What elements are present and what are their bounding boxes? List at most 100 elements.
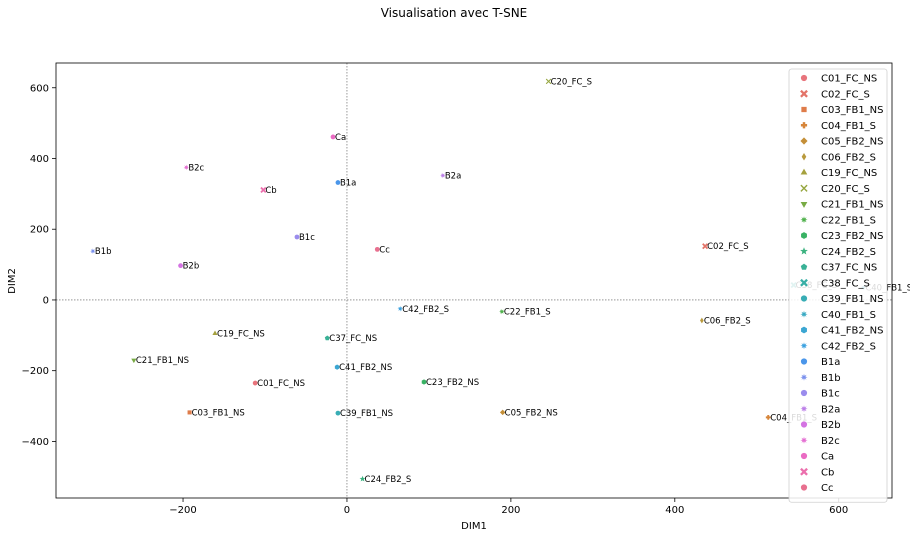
x-tick-label: −200	[169, 505, 196, 516]
legend-marker-c03-fb1-ns	[801, 106, 807, 113]
point-c41-fb2-ns	[334, 364, 340, 370]
point-label-b2b: B2b	[183, 262, 200, 272]
point-b2b	[178, 263, 183, 269]
point-c20-fc-s	[545, 78, 552, 85]
point-label-c02-fc-s: C02_FC_S	[707, 242, 748, 252]
point-label-c23-fb2-ns: C23_FB2_NS	[426, 378, 479, 388]
point-label-b2a: B2a	[445, 171, 461, 181]
legend-marker-c38-fc-s	[800, 278, 808, 287]
point-c23-fb2-ns	[421, 379, 427, 385]
legend-marker-b1a	[800, 358, 808, 365]
legend-label: C23_FB2_NS	[821, 231, 884, 242]
y-tick-label: 600	[30, 83, 49, 94]
legend-label: Cb	[821, 467, 834, 478]
point-c19-fc-ns	[212, 330, 218, 336]
point-c01-fc-ns	[252, 380, 258, 386]
legend-entry: C05_FB2_NS	[800, 137, 884, 148]
legend-marker-b1c	[800, 389, 808, 397]
legend-entry: C20_FC_S	[800, 184, 870, 195]
legend-entry: C42_FB2_S	[800, 341, 876, 352]
x-axis-ticks: −200 0 200 400 600	[169, 498, 848, 516]
point-label-cc: Cc	[379, 245, 390, 255]
y-tick-label: −200	[22, 366, 49, 377]
legend-label: C22_FB1_S	[821, 215, 876, 226]
x-tick-label: 200	[501, 505, 520, 516]
point-c22-fb1-s	[499, 308, 505, 315]
legend-entry: C04_FB1_S	[800, 121, 876, 132]
point-label-b1c: B1c	[299, 233, 315, 243]
point-label-cb: Cb	[265, 186, 276, 196]
legend-entry: C19_FC_NS	[800, 168, 877, 179]
legend-label: C01_FC_NS	[821, 74, 877, 85]
legend-entry: B2c	[800, 436, 840, 447]
point-label-c39-fb1-ns: C39_FB1_NS	[340, 409, 393, 419]
legend-marker-c42-fb2-s	[800, 342, 808, 350]
legend-marker-cc	[800, 484, 808, 491]
point-label-c01-fc-ns: C01_FC_NS	[257, 379, 305, 389]
data-points	[90, 78, 867, 482]
legend-label: C39_FB1_NS	[821, 294, 884, 305]
legend-marker-b2a	[800, 405, 808, 413]
legend-marker-c05-fb2-ns	[800, 137, 808, 145]
point-b2a	[440, 172, 446, 179]
legend-entry: C24_FB2_S	[800, 247, 876, 258]
legend-entry: C21_FB1_NS	[800, 200, 884, 211]
point-label-c42-fb2-s: C42_FB2_S	[402, 305, 449, 315]
legend-entry: C38_FC_S	[800, 278, 870, 289]
legend-entry: C41_FB2_NS	[801, 326, 884, 337]
point-b1a	[335, 180, 341, 185]
plot-frame	[55, 62, 893, 499]
legend-label: C38_FC_S	[821, 278, 870, 289]
legend-marker-c23-fb2-ns	[801, 232, 807, 239]
point-c04-fb1-s	[765, 414, 771, 420]
legend-marker-ca	[800, 452, 808, 460]
point-ca	[330, 134, 336, 140]
legend-label: B1c	[821, 389, 840, 400]
point-b2c	[183, 164, 190, 171]
point-labels: C01_FC_NS C02_FC_S C03_FB1_NS C04_FB1_S C05_…	[95, 77, 910, 485]
point-label-c21-fb1-ns: C21_FB1_NS	[136, 356, 189, 366]
point-label-c40-fb1-s: C40_FB1_S	[865, 284, 910, 294]
legend-label: C41_FB2_NS	[821, 326, 884, 337]
point-label-ca: Ca	[335, 133, 346, 143]
point-c39-fb1-ns	[335, 410, 341, 416]
point-label-c22-fb1-s: C22_FB1_S	[504, 308, 551, 318]
point-c03-fb1-ns	[187, 410, 192, 415]
point-cc	[374, 246, 380, 252]
legend-marker-c02-fc-s	[800, 89, 808, 98]
point-c37-fc-ns	[324, 335, 330, 341]
point-label-c20-fc-s: C20_FC_S	[551, 77, 592, 87]
point-b1c	[294, 234, 300, 240]
legend-marker-cb	[800, 467, 808, 476]
point-label-c41-fb2-ns: C41_FB2_NS	[339, 363, 392, 373]
legend-marker-c24-fb2-s	[800, 247, 808, 255]
legend-label: C42_FB2_S	[821, 341, 876, 352]
legend: C01_FC_NS C02_FC_S C03_FB1_NS C04_FB1_S C05_…	[788, 68, 888, 503]
y-axis-label: DIM2	[7, 268, 18, 294]
point-c05-fb2-ns	[499, 409, 506, 416]
legend-entry: C23_FB2_NS	[801, 231, 884, 242]
point-label-b1b: B1b	[95, 247, 112, 257]
legend-entry: B2b	[800, 420, 841, 431]
legend-entry: C03_FB1_NS	[801, 105, 884, 116]
legend-label: C40_FB1_S	[821, 310, 876, 321]
point-c21-fb1-ns	[131, 358, 137, 364]
legend-label: B2b	[821, 420, 841, 431]
legend-label: C19_FC_NS	[821, 168, 877, 179]
legend-entry: B2a	[800, 404, 840, 415]
legend-box	[788, 68, 888, 503]
point-c02-fc-s	[702, 243, 709, 250]
legend-marker-c19-fc-ns	[800, 168, 808, 175]
point-label-c05-fb2-ns: C05_FB2_NS	[505, 408, 558, 418]
legend-entry: C22_FB1_S	[800, 215, 876, 226]
legend-entry: B1c	[800, 389, 840, 400]
legend-marker-b2c	[800, 436, 808, 444]
legend-entry: Cc	[800, 483, 833, 494]
legend-marker-c20-fc-s	[800, 184, 808, 192]
legend-label: C06_FB2_S	[821, 152, 876, 163]
y-tick-label: 0	[43, 295, 49, 306]
x-tick-label: 600	[829, 505, 848, 516]
legend-marker-c22-fb1-s	[800, 216, 808, 224]
legend-entry: C06_FB2_S	[801, 152, 876, 163]
